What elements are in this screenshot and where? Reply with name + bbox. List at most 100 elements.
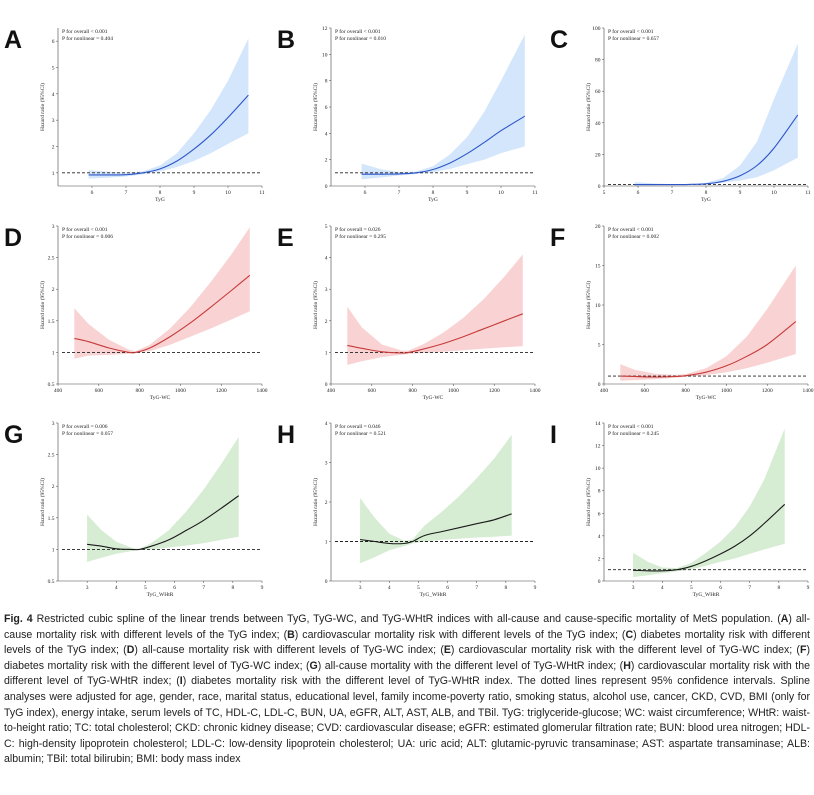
y-tick-label: 2.5 (48, 453, 55, 459)
x-tick-label: 11 (805, 190, 811, 196)
x-tick-label: 800 (681, 388, 690, 394)
y-tick-label: 0.5 (48, 382, 55, 388)
caption-panel-ref: F (799, 644, 807, 657)
p-overall-label: P for overall < 0.001 (335, 28, 381, 35)
y-tick-label: 12 (595, 444, 601, 450)
p-overall-label: P for overall = 0.006 (62, 423, 108, 430)
chart-svg: 0 20 40 60 80 100 5 6 7 8 9 10 11 TyG Hazard ratio (95… (585, 26, 811, 203)
confidence-band (361, 34, 525, 180)
confidence-band (87, 436, 239, 562)
x-tick-label: 6 (91, 190, 94, 196)
y-tick-label: 6 (52, 39, 55, 45)
x-axis-title: TyG_WHtR (420, 592, 447, 598)
x-tick-label: 600 (641, 388, 650, 394)
y-tick-label: 3 (325, 287, 328, 293)
p-overall-label: P for overall = 0.026 (335, 226, 381, 233)
y-tick-label: 2 (52, 484, 55, 490)
y-axis-title: Hazard ratio (95%CI) (39, 281, 46, 329)
x-tick-label: 1400 (257, 388, 268, 394)
hazard-ratio-curve (347, 313, 523, 354)
y-tick-label: 2 (52, 145, 55, 151)
y-tick-label: 10 (322, 52, 328, 58)
y-tick-label: 100 (592, 26, 601, 32)
y-tick-label: 1 (325, 540, 328, 546)
y-tick-label: 3 (52, 421, 55, 427)
x-tick-label: 3 (632, 585, 635, 591)
x-tick-label: 10 (771, 190, 777, 196)
caption-text: ) diabetes mortality risk with the diffe… (4, 644, 810, 672)
x-tick-label: 8 (159, 190, 162, 196)
y-tick-label: 80 (595, 58, 601, 64)
p-nonlinear-label: P for nonlinear = 0.057 (62, 430, 113, 437)
x-tick-label: 7 (125, 190, 128, 196)
y-tick-label: 20 (595, 224, 601, 230)
x-tick-label: 6 (637, 190, 640, 196)
confidence-band (634, 43, 798, 186)
x-tick-label: 9 (807, 585, 810, 591)
panel-letter: B (277, 26, 296, 54)
p-nonlinear-label: P for nonlinear = 0.010 (335, 35, 386, 42)
caption-text: ) diabetes mortality risk with different… (4, 628, 810, 657)
y-tick-label: 10 (595, 303, 601, 309)
x-tick-label: 800 (135, 388, 144, 394)
panel-letter: H (277, 421, 296, 449)
y-tick-label: 1 (325, 350, 328, 356)
y-tick-label: 0 (598, 579, 601, 585)
chart-svg: 1 2 3 4 5 6 6 7 8 9 10 11 TyG Hazard ratio (95%CI) P f… (39, 28, 265, 203)
y-tick-label: 2.5 (48, 256, 55, 262)
y-tick-label: 0.5 (48, 579, 55, 585)
y-axis-title: Hazard ratio (95%CI) (585, 281, 592, 329)
x-tick-label: 8 (777, 585, 780, 591)
x-tick-label: 1200 (762, 388, 773, 394)
y-tick-label: 20 (595, 152, 601, 158)
y-tick-label: 8 (325, 79, 328, 85)
panel-letter: I (550, 421, 557, 449)
p-overall-label: P for overall < 0.001 (62, 226, 108, 233)
x-tick-label: 6 (446, 585, 449, 591)
hazard-ratio-curve (74, 274, 251, 354)
x-tick-label: 5 (417, 585, 420, 591)
y-tick-label: 2 (598, 556, 601, 562)
x-tick-label: 5 (603, 190, 606, 196)
x-tick-label: 6 (364, 190, 367, 196)
x-axis-title: TyG (701, 197, 711, 203)
y-tick-label: 5 (598, 343, 601, 349)
x-tick-label: 4 (388, 585, 391, 591)
x-tick-label: 1200 (489, 388, 500, 394)
x-tick-label: 8 (705, 190, 708, 196)
chart-svg: 0.5 1 1.5 2 2.5 3 400 600 800 1000 1200 1400 TyG-WC H… (39, 224, 268, 401)
x-tick-label: 11 (259, 190, 265, 196)
p-nonlinear-label: P for nonlinear = 0.295 (335, 233, 386, 240)
y-tick-label: 1.5 (48, 319, 55, 325)
p-overall-label: P for overall = 0.046 (335, 423, 381, 430)
x-tick-label: 3 (86, 585, 89, 591)
y-tick-label: 2 (52, 287, 55, 293)
p-nonlinear-label: P for nonlinear = 0.657 (608, 35, 659, 42)
chart-panel-e: E 0 1 2 3 4 5 400 600 800 1000 1200 1400 TyG-WC Hazard… (277, 218, 542, 408)
confidence-band (633, 428, 785, 578)
confidence-band (347, 254, 523, 365)
x-tick-label: 5 (690, 585, 693, 591)
hazard-ratio-curve (87, 495, 240, 551)
x-axis-title: TyG-WC (423, 395, 444, 401)
x-tick-label: 9 (466, 190, 469, 196)
x-tick-label: 5 (144, 585, 147, 591)
y-tick-label: 5 (52, 66, 55, 72)
chart-panel-d: D 0.5 1 1.5 2 2.5 3 400 600 800 1000 1200 1400 TyG-WC… (4, 218, 269, 408)
x-tick-label: 1200 (216, 388, 227, 394)
y-tick-label: 2 (325, 319, 328, 325)
panel-letter: C (550, 26, 569, 54)
y-tick-label: 15 (595, 264, 601, 270)
chart-svg: 0 2 4 6 8 10 12 6 7 8 9 10 11 TyG Hazard ratio (95%CI)… (312, 26, 538, 203)
panel-letter: D (4, 224, 23, 252)
y-tick-label: 8 (598, 489, 601, 495)
p-nonlinear-label: P for nonlinear = 0.245 (608, 430, 659, 437)
y-tick-label: 3 (325, 461, 328, 467)
caption-panel-ref: I (179, 675, 183, 688)
y-tick-label: 4 (598, 534, 601, 540)
figure-label: Fig. 4 (4, 613, 33, 625)
x-tick-label: 7 (475, 585, 478, 591)
caption-panel-ref: D (126, 644, 135, 657)
caption-panel-ref: A (780, 613, 789, 625)
x-tick-label: 10 (225, 190, 231, 196)
